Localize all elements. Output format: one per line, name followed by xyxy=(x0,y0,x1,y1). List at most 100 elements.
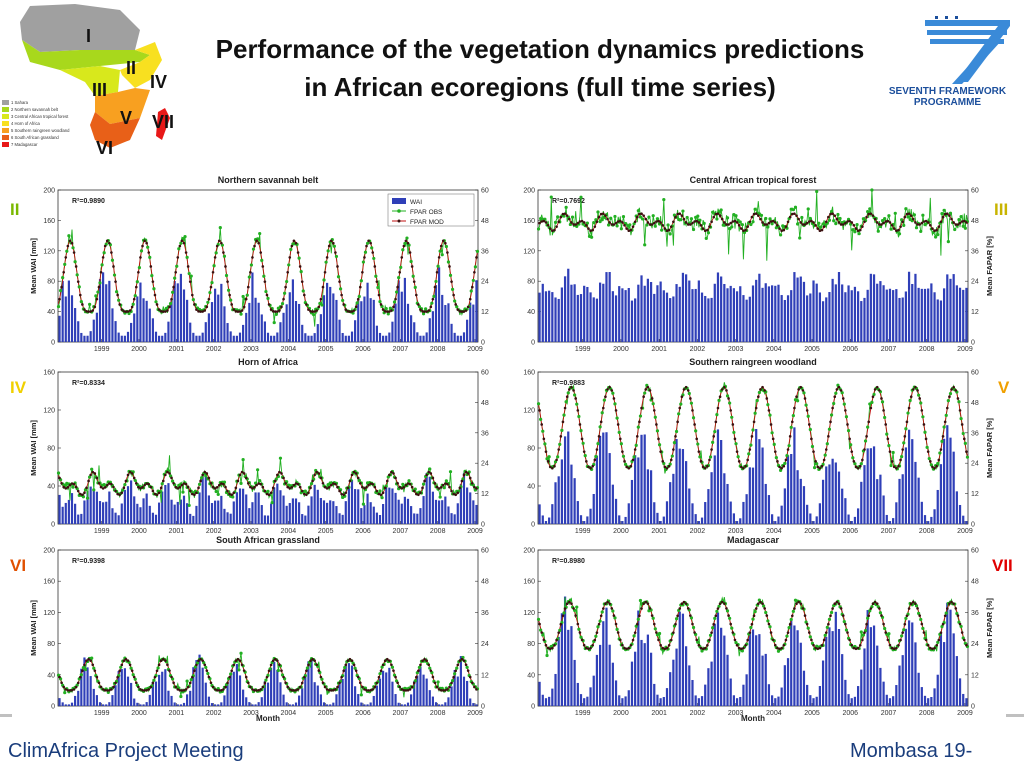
wai-bar xyxy=(630,300,634,342)
wai-bar xyxy=(576,501,579,524)
fpar-mod-point xyxy=(614,221,618,225)
fpar-obs-point xyxy=(806,414,810,418)
fpar-obs-point xyxy=(96,290,100,294)
fpar-mod-point xyxy=(336,685,339,689)
fpar-mod-point xyxy=(151,489,155,493)
fpar-mod-point xyxy=(367,239,370,243)
fpar-mod-point xyxy=(869,212,873,215)
fpar-obs-point xyxy=(645,223,649,227)
fpar-mod-point xyxy=(168,472,171,475)
fpar-mod-point xyxy=(97,285,101,289)
fpar-mod-point xyxy=(365,688,368,692)
wai-bar xyxy=(475,280,478,342)
wai-bar xyxy=(837,629,841,706)
fpar-mod-point xyxy=(627,646,631,650)
fpar-mod-point xyxy=(157,308,161,311)
wai-bar xyxy=(304,673,307,706)
wai-bar xyxy=(251,704,254,706)
fpar-obs-point xyxy=(397,276,401,280)
x-tick-label: 1999 xyxy=(575,528,591,535)
fpar-mod-point xyxy=(612,614,616,617)
fpar-mod-point xyxy=(70,688,74,692)
wai-bar xyxy=(95,312,98,342)
fpar-mod-point xyxy=(710,448,713,451)
fpar-obs-point xyxy=(357,478,361,482)
wai-bar xyxy=(279,490,282,524)
fpar-mod-point xyxy=(58,297,61,301)
fpar-obs-point xyxy=(849,443,853,447)
fpar-mod-point xyxy=(338,489,341,493)
wai-bar xyxy=(831,278,834,342)
fpar-obs-point xyxy=(450,287,455,291)
wai-bar xyxy=(263,321,266,342)
fpar-mod-point xyxy=(557,448,561,451)
x-tick-label: 2000 xyxy=(613,528,629,535)
fpar-mod-point xyxy=(105,689,109,692)
fpar-mod-point xyxy=(358,285,362,289)
fpar-mod-point xyxy=(576,622,580,626)
fpar-mod-point xyxy=(408,688,412,691)
fpar-mod-point xyxy=(585,223,588,227)
fpar-mod-point xyxy=(473,685,476,689)
wai-bar xyxy=(790,619,793,706)
fpar-mod-point xyxy=(546,460,550,463)
fpar-mod-point xyxy=(228,293,231,297)
fpar-obs-point xyxy=(844,628,849,632)
fpar-mod-point xyxy=(429,669,433,672)
fpar-obs-point xyxy=(229,672,233,676)
fpar-mod-point xyxy=(648,223,652,226)
wai-bar xyxy=(229,674,232,706)
wai-bar xyxy=(672,296,675,342)
fpar-mod-point xyxy=(379,303,383,306)
fpar-obs-point xyxy=(948,392,953,396)
fpar-mod-point xyxy=(909,395,913,398)
fpar-mod-point xyxy=(846,220,849,223)
fpar-mod-point xyxy=(708,225,711,228)
fpar-mod-point xyxy=(83,308,86,311)
fpar-mod-point xyxy=(95,675,99,679)
wai-bar xyxy=(742,295,745,342)
fpar-obs-point xyxy=(596,442,600,446)
y-tick-label: 40 xyxy=(527,309,535,316)
fpar-mod-point xyxy=(621,450,624,453)
wai-bar xyxy=(441,704,444,706)
fpar-mod-point xyxy=(544,450,548,453)
fpar-mod-point xyxy=(298,485,302,489)
fpar-mod-point xyxy=(305,303,308,306)
wai-bar xyxy=(895,502,898,524)
wai-bar xyxy=(930,283,933,342)
fpar-obs-point xyxy=(883,415,887,420)
fpar-mod-point xyxy=(441,689,445,692)
wai-bar xyxy=(142,498,145,524)
wai-bar xyxy=(385,672,388,706)
wai-bar xyxy=(669,672,672,706)
wai-bar xyxy=(713,455,716,524)
wai-bar xyxy=(860,481,863,524)
wai-bar xyxy=(812,280,815,342)
fpar-mod-point xyxy=(759,388,762,391)
fpar-mod-point xyxy=(786,448,790,451)
wai-bar xyxy=(378,515,382,524)
fpar-mod-point xyxy=(956,614,960,617)
fpar-obs-point xyxy=(959,416,963,421)
fpar-obs-point xyxy=(823,633,827,637)
fpar-obs-point xyxy=(177,247,181,251)
x-tick-label: 2008 xyxy=(919,710,935,717)
fpar-mod-point xyxy=(292,483,296,487)
fpar-mod-point xyxy=(323,485,327,489)
wai-bar xyxy=(338,682,341,706)
fpar-mod-point xyxy=(128,470,132,474)
wai-bar xyxy=(354,489,357,524)
wai-bar xyxy=(618,515,621,524)
fpar-obs-point xyxy=(539,628,543,632)
fpar-mod-point xyxy=(555,638,558,642)
title-line-1: Performance of the vegetation dynamics p… xyxy=(215,34,865,64)
fpar-mod-point xyxy=(793,212,796,215)
y-tick-label: 40 xyxy=(47,672,55,679)
fpar-mod-point xyxy=(848,437,851,441)
wai-bar xyxy=(164,484,167,524)
fpar-mod-point xyxy=(610,607,614,610)
fpar-mod-point xyxy=(945,406,949,410)
fpar-obs-point xyxy=(444,244,448,249)
fpar-mod-point xyxy=(68,239,72,243)
